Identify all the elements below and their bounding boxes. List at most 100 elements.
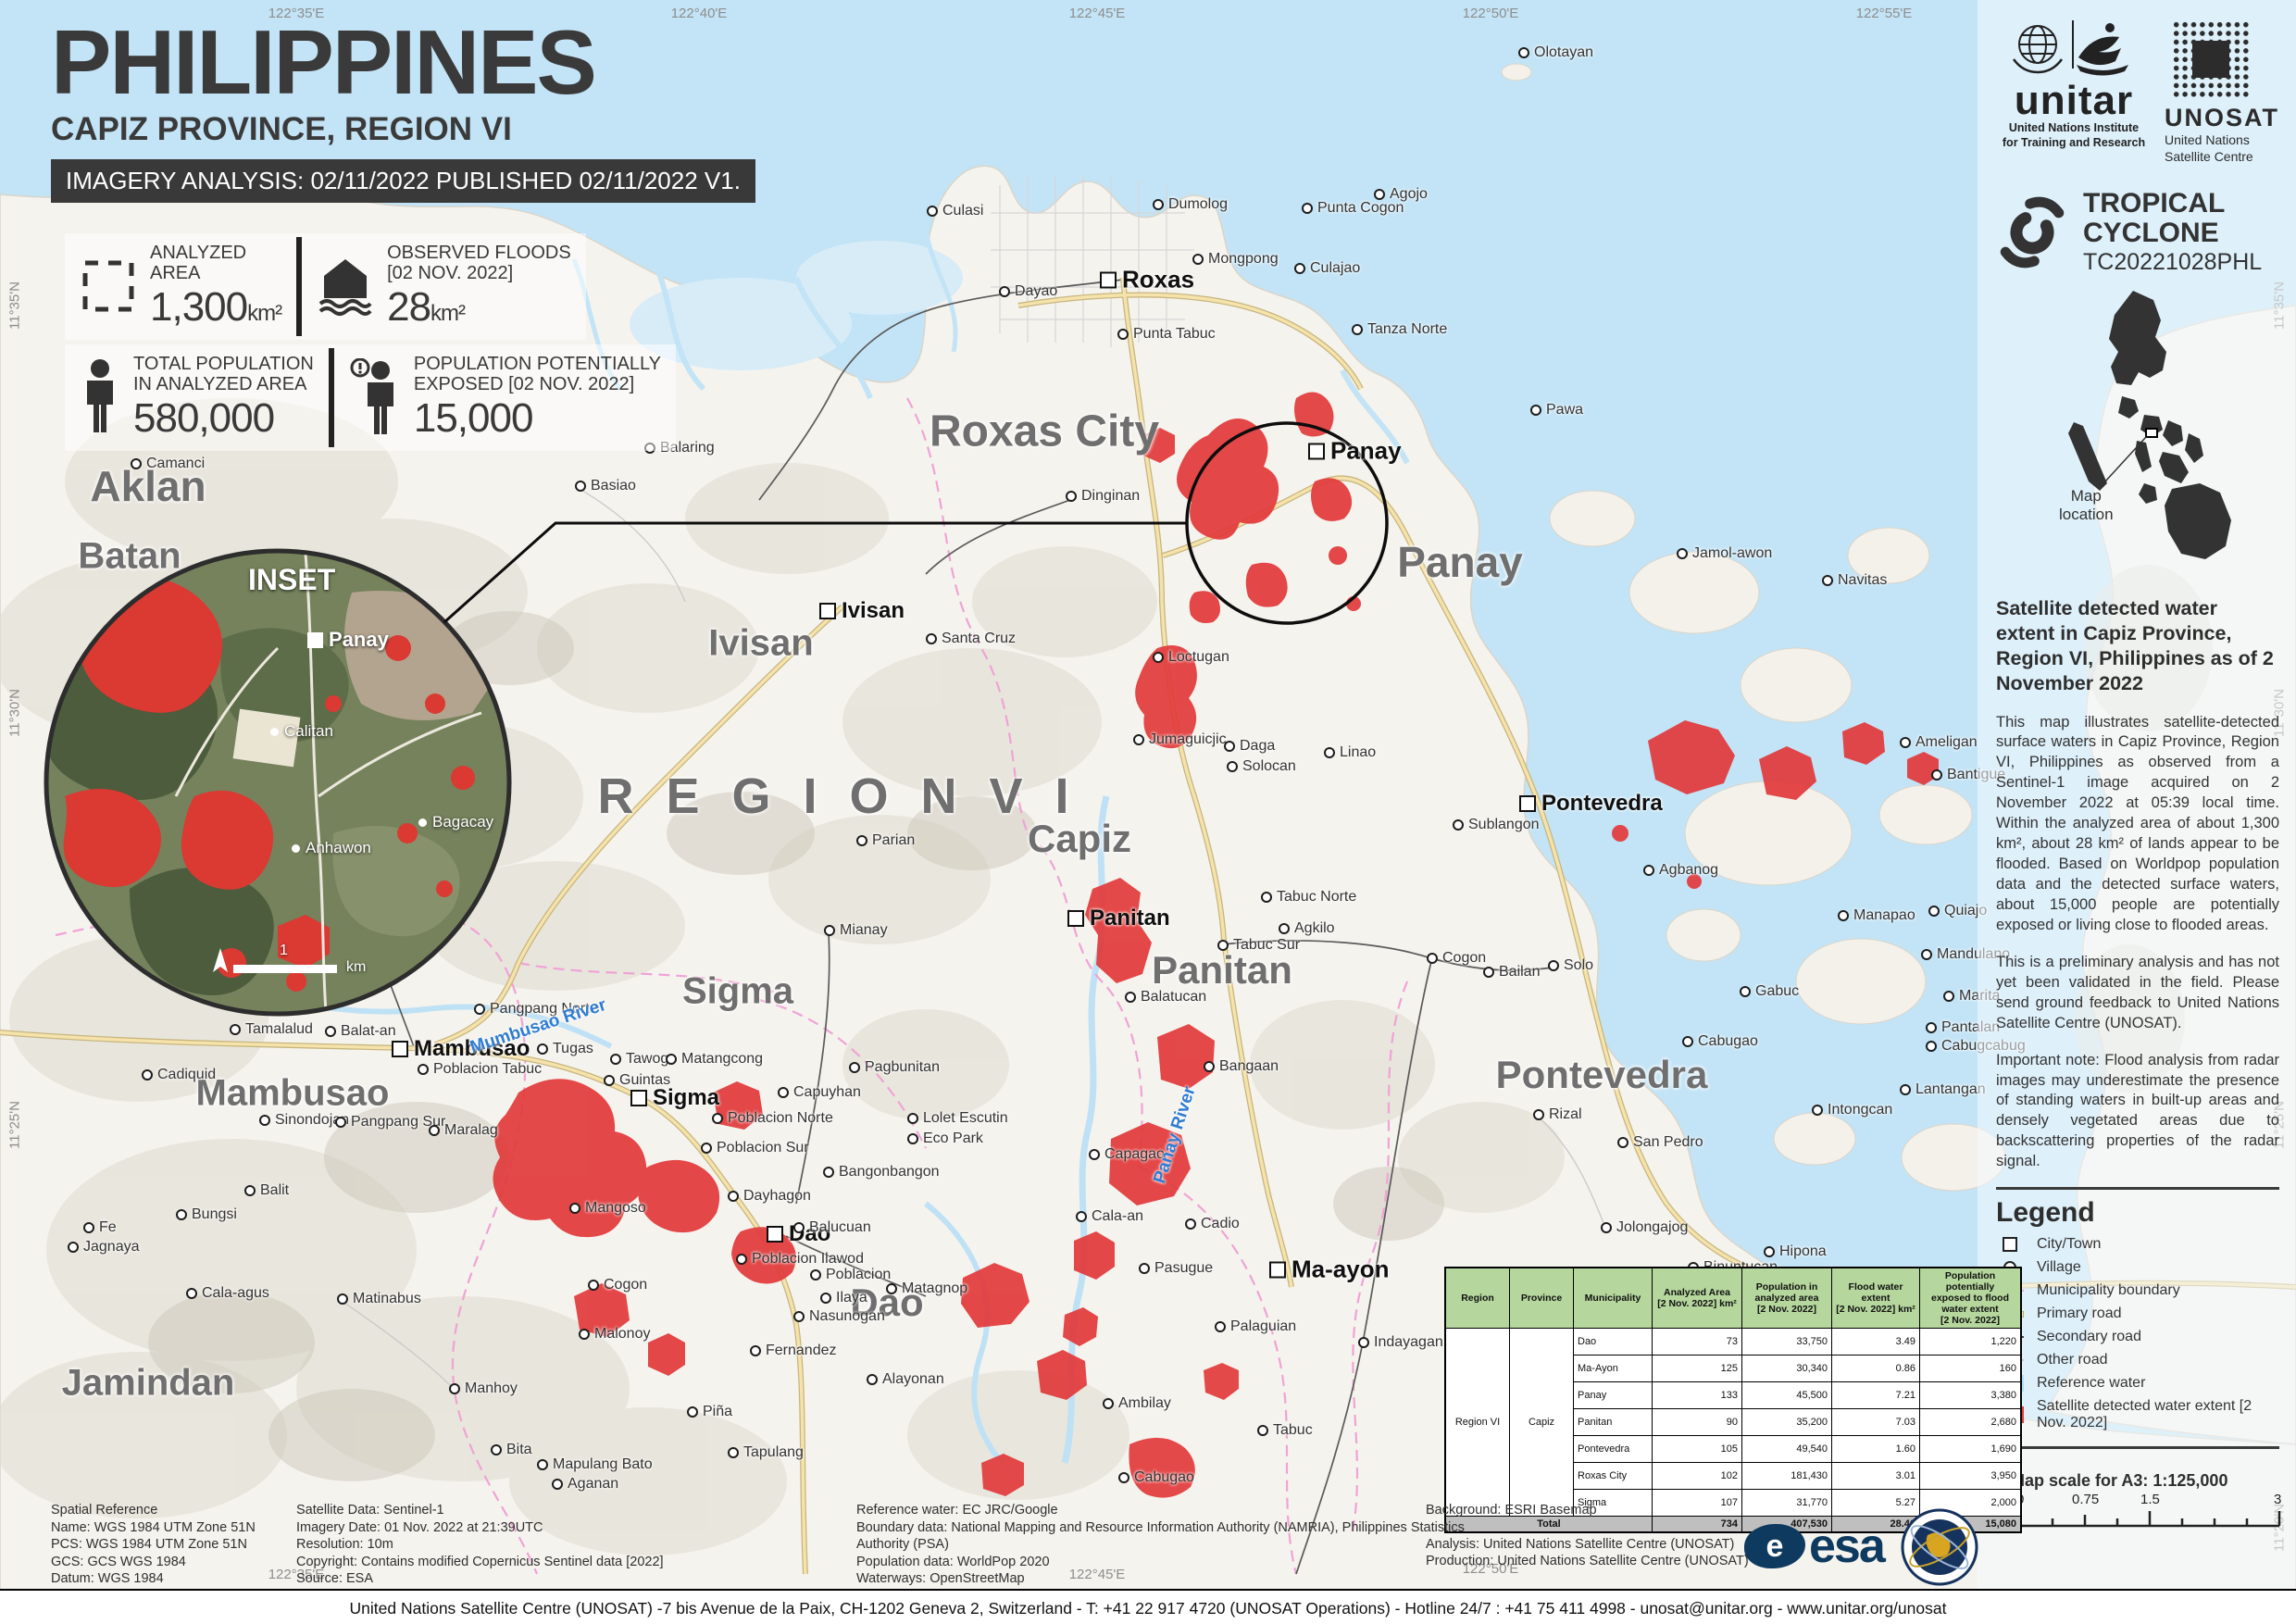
village-label: Alayonan bbox=[867, 1371, 944, 1388]
village-label: Dayao bbox=[999, 283, 1057, 300]
village-label: Ilaya bbox=[820, 1290, 867, 1306]
village-label: Daga bbox=[1224, 738, 1275, 755]
village-marker-icon bbox=[793, 1222, 805, 1233]
graticule-label: 122°45'E bbox=[1068, 1567, 1126, 1582]
inset-village-marker-icon bbox=[418, 818, 427, 827]
esa-logo: e esa bbox=[1744, 1518, 1886, 1574]
village-marker-icon bbox=[1133, 734, 1144, 745]
village-marker-icon bbox=[1192, 254, 1204, 265]
inset-scalebar bbox=[233, 965, 337, 973]
inset-title: INSET bbox=[248, 563, 336, 596]
village-marker-icon bbox=[1374, 189, 1385, 200]
inset-town-panay: Panay bbox=[307, 628, 389, 652]
town-marker-icon bbox=[767, 1226, 783, 1243]
graticule-label: 122°50'E bbox=[1462, 6, 1519, 21]
graticule-label: 122°55'E bbox=[1855, 6, 1913, 21]
international-charter-logo bbox=[1901, 1508, 1978, 1586]
village-label: Bailan bbox=[1483, 964, 1540, 981]
village-label: Indayagan bbox=[1358, 1334, 1443, 1351]
region-label: Roxas City bbox=[929, 406, 1160, 456]
village-marker-icon bbox=[449, 1383, 460, 1394]
legend-item-reference-water: Reference water bbox=[1996, 1375, 2279, 1393]
region-label: Jamindan bbox=[61, 1362, 235, 1404]
village-marker-icon bbox=[131, 458, 142, 469]
village-label: Agbanog bbox=[1643, 862, 1718, 879]
village-marker-icon bbox=[83, 1222, 94, 1233]
village-label: Sinondojan bbox=[259, 1112, 349, 1129]
village-label: Poblacion Ilawod bbox=[736, 1251, 864, 1268]
village-label: Loctugan bbox=[1153, 649, 1229, 666]
village-marker-icon bbox=[259, 1115, 270, 1126]
village-label: Hipona bbox=[1764, 1243, 1827, 1260]
town-label: Panitan bbox=[1067, 906, 1170, 931]
flood-icon bbox=[318, 259, 372, 317]
divider bbox=[1996, 1446, 2279, 1450]
event-code: TC20221028PHL bbox=[2083, 249, 2263, 275]
village-marker-icon bbox=[1324, 747, 1335, 758]
village-label: Manapao bbox=[1838, 907, 1915, 924]
village-label: San Pedro bbox=[1617, 1134, 1703, 1151]
village-label: Basiao bbox=[575, 478, 636, 494]
report-paragraph-3: Important note: Flood analysis from rada… bbox=[1996, 1051, 2279, 1170]
inset-town-marker-icon bbox=[307, 631, 323, 648]
footer-spatial-reference: Spatial Reference Name: WGS 1984 UTM Zone… bbox=[51, 1503, 256, 1587]
logo-row: unitar United Nations Institute for Trai… bbox=[1996, 17, 2279, 165]
village-marker-icon bbox=[1279, 923, 1290, 934]
village-label: Poblacion Tabuc bbox=[418, 1061, 542, 1078]
village-marker-icon bbox=[687, 1406, 698, 1418]
village-label: Pangpang Norte bbox=[474, 1001, 598, 1018]
village-label: Bita bbox=[491, 1442, 532, 1458]
village-label: Piña bbox=[687, 1404, 732, 1420]
village-marker-icon bbox=[1453, 819, 1464, 831]
village-marker-icon bbox=[1153, 199, 1164, 210]
village-marker-icon bbox=[712, 1113, 723, 1124]
legend-item-other-road: Other road bbox=[1996, 1352, 2279, 1368]
village-label: Aganan bbox=[552, 1476, 618, 1493]
page-subtitle: CAPIZ PROVINCE, REGION VI bbox=[51, 110, 512, 147]
town-label: Panay bbox=[1308, 437, 1402, 466]
village-label: Cala-agus bbox=[186, 1285, 269, 1302]
village-label: Mangoso bbox=[569, 1200, 646, 1217]
graticule-label: 122°45'E bbox=[1068, 6, 1126, 21]
village-marker-icon bbox=[1185, 1218, 1196, 1230]
village-marker-icon bbox=[335, 1117, 346, 1128]
village-label: Agojo bbox=[1374, 186, 1428, 203]
village-label: Rizal bbox=[1533, 1106, 1582, 1123]
svg-text:0.75: 0.75 bbox=[2072, 1492, 2099, 1507]
philippines-silhouette-icon bbox=[2068, 291, 2231, 559]
village-label: Culasi bbox=[927, 203, 983, 219]
village-label: Punta Cogon bbox=[1302, 200, 1404, 217]
village-marker-icon bbox=[142, 1069, 153, 1081]
person-alert-icon bbox=[350, 358, 393, 435]
village-marker-icon bbox=[1302, 203, 1313, 214]
village-label: Lolet Escutin bbox=[907, 1110, 1008, 1127]
report-paragraph-2: This is a preliminary analysis and has n… bbox=[1996, 953, 2279, 1031]
town-marker-icon bbox=[819, 603, 836, 619]
village-label: Fe bbox=[83, 1219, 117, 1236]
stat-total-population: TOTAL POPULATION IN ANALYZED AREA 580,00… bbox=[65, 344, 329, 451]
village-label: Lantangan bbox=[1900, 1081, 1986, 1098]
person-icon bbox=[87, 359, 113, 433]
region-label: Sigma bbox=[681, 970, 794, 1012]
village-marker-icon bbox=[867, 1374, 878, 1385]
village-marker-icon bbox=[1118, 1472, 1129, 1483]
flood-statistics-table: Region Province Municipality Analyzed Ar… bbox=[1444, 1267, 2022, 1533]
village-label: Olotayan bbox=[1518, 44, 1593, 61]
table-row: Panay 133 45,500 7.21 3,380 bbox=[1445, 1381, 2022, 1409]
town-marker-icon bbox=[1308, 443, 1325, 459]
village-label: Nasunogan bbox=[793, 1308, 885, 1325]
page-title: PHILIPPINES bbox=[51, 11, 597, 113]
legend-item-primary-road: Primary road bbox=[1996, 1305, 2279, 1322]
village-label: Dumolog bbox=[1153, 196, 1228, 213]
divider bbox=[1996, 1187, 2279, 1191]
village-label: Jumaguicjic bbox=[1133, 731, 1227, 748]
village-label: Eco Park bbox=[907, 1131, 983, 1147]
village-label: Jagnaya bbox=[68, 1239, 140, 1255]
village-label: Culajao bbox=[1294, 260, 1360, 277]
inset-village-calitan: Calitan bbox=[270, 722, 333, 741]
village-label: Fernandez bbox=[750, 1343, 837, 1359]
town-label: Roxas bbox=[1100, 266, 1194, 294]
village-marker-icon bbox=[849, 1062, 860, 1073]
other-roads bbox=[341, 488, 1606, 1390]
village-marker-icon bbox=[1530, 405, 1541, 416]
